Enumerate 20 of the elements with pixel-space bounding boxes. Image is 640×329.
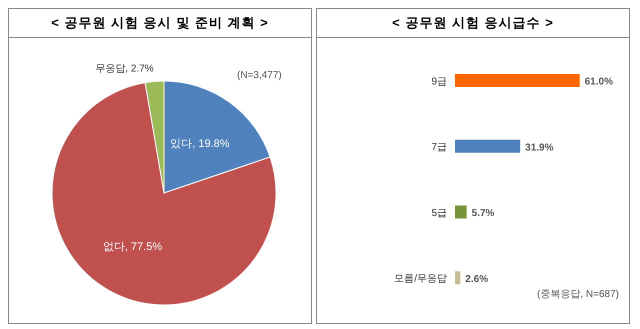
slice-label: 없다, 77.5%: [102, 240, 162, 253]
data-label: 61.0%: [584, 76, 614, 88]
y-tick-label: 모름/무응답: [394, 274, 447, 285]
data-label: 31.9%: [525, 142, 554, 154]
slice-label: 무응답, 2.7%: [95, 63, 154, 74]
y-tick-label: 7급: [431, 142, 447, 154]
annotation: (중복응답, N=687): [537, 288, 619, 301]
y-tick-label: 5급: [431, 208, 447, 219]
text: (N=3,477): [237, 70, 282, 81]
data-label: 5.7%: [472, 208, 495, 219]
bar: [455, 206, 467, 218]
y-tick-label: 9급: [431, 76, 447, 88]
bar: [455, 271, 460, 284]
chart-title: < 공무원 시험 응시급수 >: [317, 9, 629, 38]
chart-title: < 공무원 시험 응시 및 준비 계획 >: [9, 9, 311, 38]
bar: [455, 74, 580, 87]
pie-slice: [52, 82, 276, 306]
slice-label: 있다, 19.8%: [170, 138, 230, 150]
data-label: 2.6%: [465, 274, 488, 285]
bar: [455, 140, 520, 153]
